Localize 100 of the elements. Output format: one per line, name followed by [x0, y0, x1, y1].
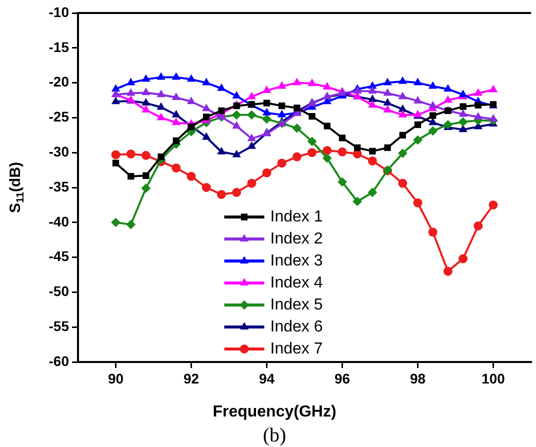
legend-label: Index 2 [270, 230, 323, 248]
point [458, 254, 468, 264]
text: (b) [262, 424, 286, 446]
point [278, 102, 286, 110]
legend-label: Index 3 [270, 252, 323, 270]
point [292, 78, 301, 86]
point [233, 102, 240, 110]
point [428, 118, 437, 126]
point [247, 110, 256, 120]
point [459, 110, 468, 117]
point [398, 178, 408, 188]
point [157, 90, 166, 98]
y-tick-label: -35 [48, 178, 70, 194]
point [384, 98, 392, 106]
x-axis-title: Frequency(GHz) [212, 403, 336, 420]
y-tick-label: -20 [48, 74, 70, 90]
point [443, 266, 452, 276]
point [338, 147, 347, 156]
point [398, 92, 407, 100]
point [203, 114, 210, 120]
point [324, 122, 330, 130]
point [489, 85, 498, 92]
point [262, 86, 271, 93]
point [292, 152, 302, 162]
point [414, 96, 422, 104]
point [111, 150, 120, 160]
point [172, 92, 180, 100]
point [187, 97, 196, 104]
point [232, 110, 242, 120]
point [398, 148, 408, 158]
point [278, 82, 286, 89]
x-tick-label: 94 [258, 370, 275, 386]
point [384, 106, 392, 113]
y-tick-label: -40 [48, 213, 70, 230]
x-tick-label: 100 [482, 370, 506, 386]
point [248, 134, 256, 142]
x-tick-label: 98 [410, 370, 426, 386]
point [460, 103, 466, 110]
point [384, 88, 392, 96]
point [172, 72, 180, 80]
point [172, 163, 181, 172]
x-tick-label: 92 [183, 370, 200, 386]
point [248, 92, 256, 100]
point [430, 112, 436, 119]
point [474, 88, 482, 96]
point [384, 78, 392, 86]
point [368, 86, 376, 94]
point [262, 108, 271, 116]
point [308, 136, 317, 146]
point [111, 218, 120, 227]
x-tick-label: 90 [108, 370, 124, 386]
point [202, 78, 210, 86]
point [232, 122, 241, 129]
point [186, 172, 196, 181]
point [368, 100, 376, 108]
point [126, 149, 136, 158]
point [262, 168, 272, 178]
x-tick-label: 96 [334, 370, 350, 386]
y-tick-label: -60 [48, 352, 70, 369]
legend-label: Index 1 [270, 208, 323, 226]
point [414, 121, 422, 128]
point [142, 74, 150, 82]
point [141, 184, 150, 193]
point [142, 106, 150, 113]
point [142, 88, 150, 96]
point [157, 102, 166, 110]
y-tick-label: -30 [48, 143, 70, 160]
legend-label: Index 6 [270, 318, 323, 336]
legend-label: Index 4 [270, 274, 323, 292]
point [278, 110, 286, 118]
point [216, 190, 226, 199]
point [112, 160, 120, 166]
point [292, 124, 302, 133]
point [474, 102, 482, 108]
point [247, 178, 256, 188]
point [428, 82, 437, 89]
point [142, 172, 150, 179]
point [338, 177, 347, 186]
point [308, 79, 316, 86]
point [202, 104, 210, 112]
point [112, 84, 120, 92]
point [232, 188, 242, 197]
point [413, 198, 422, 208]
point [202, 132, 210, 140]
point [141, 150, 150, 160]
point [474, 112, 482, 120]
point [128, 173, 134, 180]
y-tick-label: -50 [48, 283, 70, 300]
point [354, 144, 361, 152]
point [157, 113, 166, 120]
point [217, 147, 226, 154]
point [369, 148, 376, 155]
point [308, 112, 316, 120]
point [217, 84, 226, 91]
point [158, 153, 164, 160]
point [126, 220, 136, 229]
point [414, 78, 422, 86]
point [458, 117, 468, 126]
point [232, 92, 241, 99]
y-tick-label: -55 [48, 318, 70, 334]
